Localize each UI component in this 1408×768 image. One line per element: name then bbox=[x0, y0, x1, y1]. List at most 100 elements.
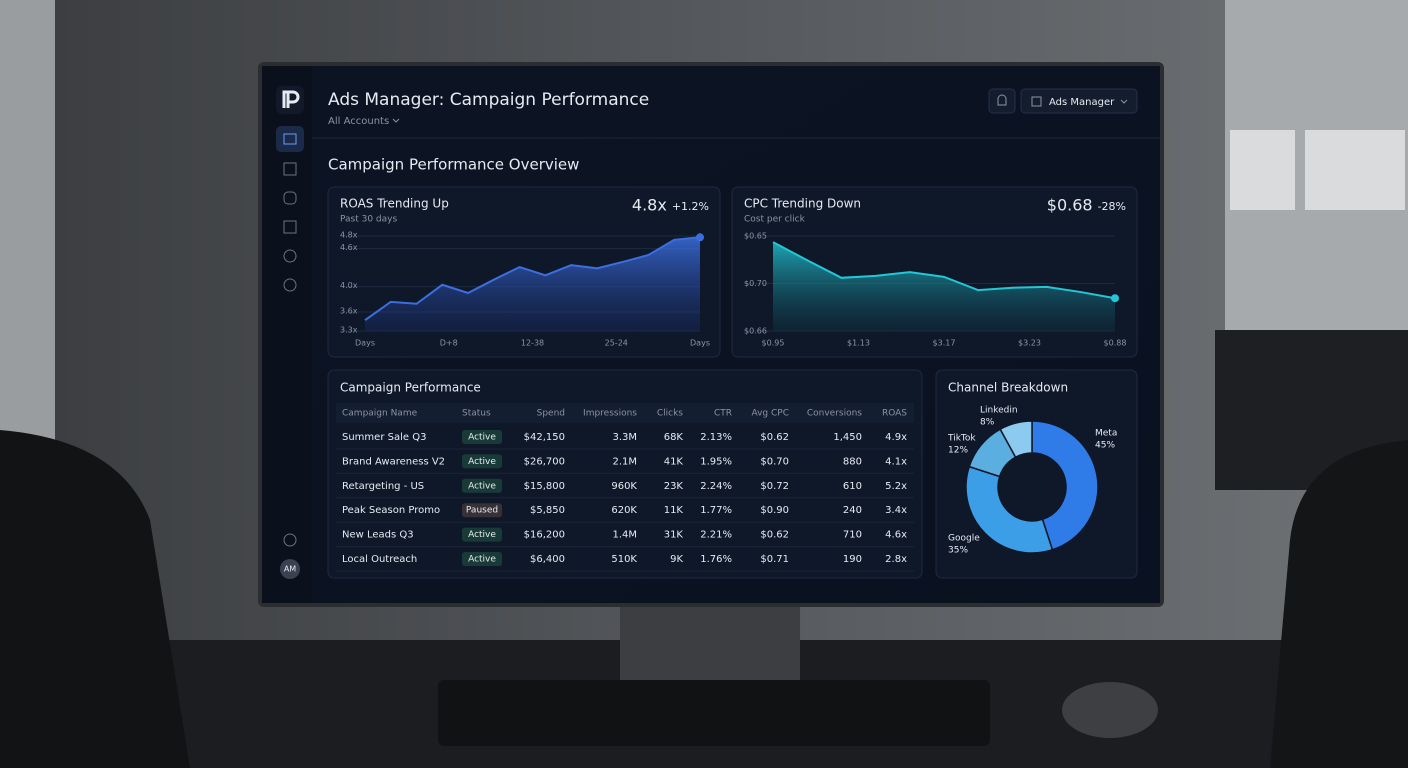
settings-icon[interactable] bbox=[283, 533, 297, 547]
value-label: 35% bbox=[948, 546, 968, 556]
x-axis-label: $1.13 bbox=[847, 339, 870, 348]
sidebar bbox=[262, 66, 312, 603]
chair-right bbox=[1270, 440, 1408, 768]
end-point bbox=[1111, 294, 1119, 303]
table-cell: 510K bbox=[611, 554, 637, 565]
status-text: Active bbox=[468, 481, 496, 491]
donut-segment bbox=[1031, 420, 1099, 551]
table-cell: $0.62 bbox=[760, 530, 789, 541]
table-cell: $0.62 bbox=[760, 432, 789, 443]
legend-label: Meta bbox=[1095, 429, 1117, 439]
window-pane bbox=[1305, 130, 1405, 210]
y-tick-label: 4.8x bbox=[340, 231, 358, 240]
chair-left bbox=[0, 430, 190, 768]
table-cell: $42,150 bbox=[524, 432, 565, 443]
avatar[interactable] bbox=[280, 559, 300, 579]
section-title: Campaign Performance Overview bbox=[328, 156, 579, 174]
table-cell: 5.2x bbox=[885, 481, 907, 492]
table-cell: $0.70 bbox=[760, 456, 789, 467]
nav-icon[interactable] bbox=[283, 162, 297, 176]
x-axis-label: Days bbox=[355, 339, 375, 348]
column-header: Spend bbox=[537, 409, 565, 419]
chevron bbox=[392, 118, 400, 123]
end-point bbox=[696, 233, 704, 242]
bell-button[interactable] bbox=[988, 88, 1016, 114]
table-cell: Retargeting - US bbox=[342, 481, 424, 492]
x-axis-label: $3.23 bbox=[1018, 339, 1041, 348]
table-cell: $0.90 bbox=[760, 505, 789, 516]
chevron bbox=[1120, 99, 1128, 104]
table-cell: 4.1x bbox=[885, 456, 907, 467]
y-axis-label: $0.66 bbox=[744, 327, 767, 336]
avatar-initials: AM bbox=[284, 565, 296, 574]
table-cell: Summer Sale Q3 bbox=[342, 432, 426, 443]
x-axis-label: Days bbox=[690, 339, 710, 348]
table-cell: 620K bbox=[611, 505, 637, 516]
table-cell: 1.4M bbox=[612, 530, 637, 541]
status-text: Active bbox=[468, 530, 496, 540]
table-cell: 9K bbox=[670, 554, 683, 565]
y-axis-label: $0.65 bbox=[744, 232, 767, 241]
table-cell: $16,200 bbox=[524, 530, 565, 541]
table-cell: 1,450 bbox=[833, 432, 862, 443]
status-text: Active bbox=[468, 457, 496, 467]
column-header: CTR bbox=[714, 409, 732, 419]
donut-title: Channel Breakdown bbox=[948, 381, 1068, 395]
dynamic-layer: ROAS Trending Up Past 30 days +1.2% 4.8x 4.8… bbox=[336, 196, 1126, 572]
kpi-value: $0.68 bbox=[1047, 196, 1093, 215]
status-badge bbox=[462, 478, 502, 493]
status-text: Active bbox=[468, 433, 496, 443]
nav-icon[interactable] bbox=[283, 249, 297, 263]
window-pane bbox=[1230, 130, 1295, 210]
area-fill bbox=[773, 242, 1115, 331]
logo bbox=[276, 86, 304, 114]
status-text: Active bbox=[468, 555, 496, 565]
menu-icon bbox=[1031, 96, 1042, 107]
status-badge bbox=[462, 430, 502, 444]
table-cell: 11K bbox=[664, 505, 684, 516]
nav-icon[interactable] bbox=[283, 220, 297, 234]
table-cell: Brand Awareness V2 bbox=[342, 456, 445, 467]
nav-icon[interactable] bbox=[283, 191, 297, 205]
table-title: Campaign Performance bbox=[340, 381, 481, 395]
table-cell: 710 bbox=[843, 530, 862, 541]
donut-segment bbox=[999, 420, 1033, 459]
table-cell: 1.95% bbox=[700, 456, 732, 467]
value-label: 45% bbox=[1095, 441, 1115, 451]
x-axis-label: $0.88 bbox=[1104, 339, 1127, 348]
table-cell: $15,800 bbox=[524, 481, 565, 492]
donut-segment bbox=[965, 465, 1054, 554]
table-cell: New Leads Q3 bbox=[342, 530, 414, 541]
menu-button[interactable] bbox=[1020, 88, 1138, 114]
table-cell: 610 bbox=[843, 481, 862, 492]
chart-title: ROAS Trending Up bbox=[340, 197, 449, 211]
value-label: 12% bbox=[948, 446, 968, 456]
nav-icon bbox=[283, 133, 297, 145]
keyboard bbox=[438, 680, 990, 746]
account-select[interactable]: All Accounts bbox=[328, 116, 389, 127]
table-cell: 41K bbox=[664, 456, 684, 467]
logo-glyph bbox=[282, 90, 300, 108]
nav-icon[interactable] bbox=[283, 278, 297, 292]
table-cell: Local Outreach bbox=[342, 554, 417, 565]
chart-subtitle: Past 30 days bbox=[340, 215, 397, 225]
table-cell: 2.8x bbox=[885, 554, 907, 565]
table-cell: 1.76% bbox=[700, 554, 732, 565]
status-text: Paused bbox=[466, 506, 498, 516]
table-cell: $26,700 bbox=[524, 456, 565, 467]
page-title: Ads Manager: Campaign Performance bbox=[328, 90, 649, 110]
table-cell: 4.9x bbox=[885, 432, 907, 443]
table-cell: Peak Season Promo bbox=[342, 505, 440, 516]
nav-item-active[interactable] bbox=[276, 126, 304, 152]
table-cell: 2.13% bbox=[700, 432, 732, 443]
table-cell: 880 bbox=[843, 456, 862, 467]
legend-label: Linkedin bbox=[980, 406, 1018, 416]
table-cell: 2.24% bbox=[700, 481, 732, 492]
x-axis-label: 12-38 bbox=[521, 339, 544, 348]
kpi-change: +1.2% bbox=[672, 200, 709, 213]
status-badge bbox=[462, 454, 502, 469]
status-badge bbox=[462, 527, 502, 542]
table-cell: 960K bbox=[611, 481, 637, 492]
mouse bbox=[1062, 682, 1158, 738]
